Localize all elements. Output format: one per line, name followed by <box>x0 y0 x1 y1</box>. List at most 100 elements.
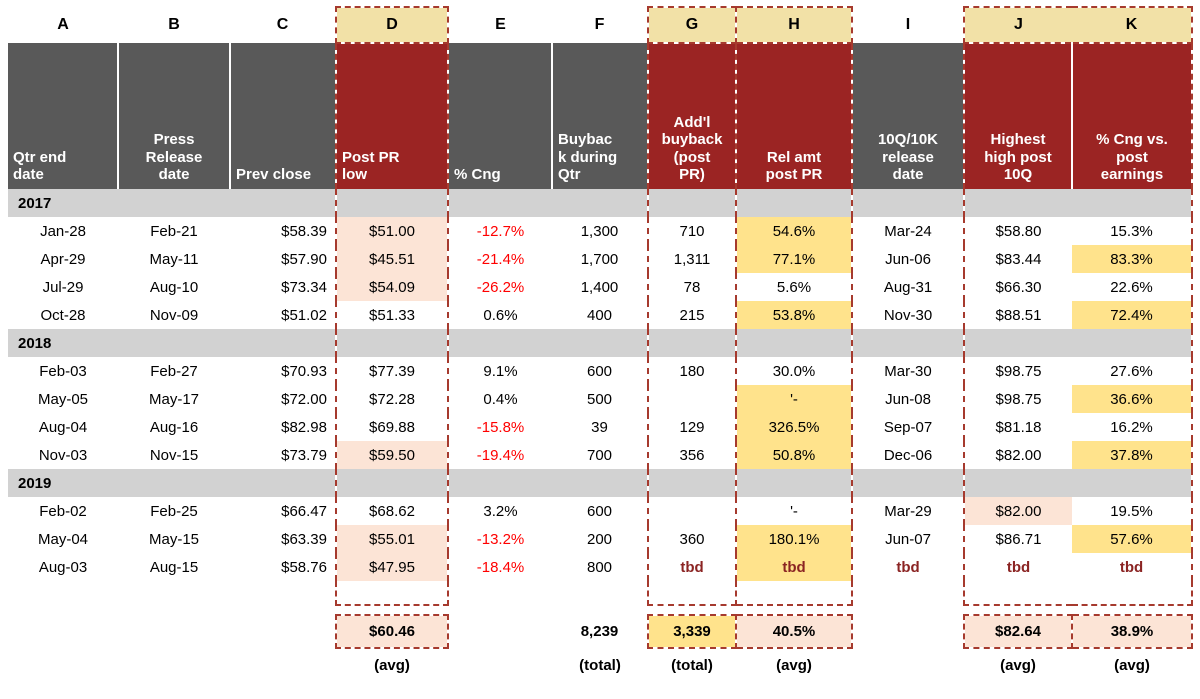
band-cell[interactable] <box>335 329 449 357</box>
table-cell[interactable]: $57.90 <box>281 250 327 268</box>
band-cell[interactable] <box>230 329 336 357</box>
table-cell[interactable] <box>647 497 737 525</box>
table-cell[interactable]: $81.18 <box>963 413 1072 441</box>
summary-cell[interactable] <box>118 615 230 648</box>
table-cell[interactable]: -18.4% <box>476 558 525 576</box>
table-cell[interactable]: Dec-06 <box>883 446 933 464</box>
column-header-f[interactable]: Buybac k during Qtr <box>552 43 648 189</box>
summary-label[interactable]: (avg) <box>776 657 812 674</box>
table-cell[interactable]: 83.3% <box>1072 245 1193 273</box>
table-cell[interactable]: 215 <box>647 301 737 329</box>
column-letter-j[interactable]: J <box>963 6 1072 44</box>
table-cell[interactable]: Feb-25 <box>150 502 198 520</box>
table-cell[interactable]: $72.00 <box>281 390 327 408</box>
band-cell[interactable] <box>552 329 648 357</box>
summary-cell[interactable]: 8,239 <box>580 623 619 640</box>
table-cell[interactable]: $51.33 <box>335 301 449 329</box>
table-cell[interactable]: $66.30 <box>963 273 1072 301</box>
table-cell[interactable] <box>647 385 737 413</box>
table-cell[interactable]: Aug-31 <box>883 278 933 296</box>
column-header-k[interactable]: % Cng vs. post earnings <box>1072 43 1193 189</box>
table-cell[interactable]: $88.51 <box>963 301 1072 329</box>
column-letter-g[interactable]: G <box>647 6 737 44</box>
table-cell[interactable]: -13.2% <box>476 530 525 548</box>
table-cell[interactable]: tbd <box>735 553 853 581</box>
table-cell[interactable]: $51.00 <box>335 217 449 245</box>
table-cell[interactable]: 1,311 <box>647 245 737 273</box>
table-cell[interactable]: 37.8% <box>1072 441 1193 469</box>
summary-label[interactable] <box>230 648 336 682</box>
table-cell[interactable]: 0.4% <box>483 390 518 408</box>
table-cell[interactable]: 57.6% <box>1072 525 1193 553</box>
table-cell[interactable]: Nov-30 <box>883 306 933 324</box>
table-cell[interactable]: 129 <box>647 413 737 441</box>
table-cell[interactable]: tbd <box>896 558 920 576</box>
table-cell[interactable]: $70.93 <box>281 362 327 380</box>
band-cell[interactable] <box>335 469 449 497</box>
band-cell[interactable] <box>448 329 552 357</box>
band-cell[interactable] <box>852 189 964 217</box>
table-cell[interactable]: 54.6% <box>735 217 853 245</box>
table-cell[interactable]: $51.02 <box>281 306 327 324</box>
table-cell[interactable]: $68.62 <box>335 497 449 525</box>
summary-cell[interactable] <box>8 615 118 648</box>
table-cell[interactable]: tbd <box>963 553 1072 581</box>
year-label[interactable]: 2018 <box>8 329 118 357</box>
table-cell[interactable]: $47.95 <box>335 553 449 581</box>
column-letter-h[interactable]: H <box>735 6 853 44</box>
band-cell[interactable] <box>230 189 336 217</box>
table-cell[interactable]: Mar-29 <box>884 502 932 520</box>
table-cell[interactable]: May-04 <box>37 530 89 548</box>
table-cell[interactable]: $72.28 <box>335 385 449 413</box>
table-cell[interactable]: Mar-24 <box>884 222 932 240</box>
table-cell[interactable]: $82.00 <box>963 441 1072 469</box>
band-cell[interactable] <box>735 189 853 217</box>
table-cell[interactable]: -26.2% <box>476 278 525 296</box>
table-cell[interactable]: $54.09 <box>335 273 449 301</box>
table-cell[interactable]: 356 <box>647 441 737 469</box>
summary-cell[interactable]: $82.64 <box>963 614 1073 649</box>
table-cell[interactable]: 600 <box>586 502 613 520</box>
band-cell[interactable] <box>448 189 552 217</box>
table-cell[interactable]: 30.0% <box>735 357 853 385</box>
column-header-b[interactable]: Press Release date <box>118 43 231 189</box>
column-letter-a[interactable]: A <box>8 7 118 43</box>
table-cell[interactable]: $82.98 <box>281 418 327 436</box>
table-cell[interactable]: Feb-03 <box>39 362 87 380</box>
table-cell[interactable]: 77.1% <box>735 245 853 273</box>
table-cell[interactable]: Nov-09 <box>149 306 199 324</box>
band-cell[interactable] <box>230 469 336 497</box>
table-cell[interactable]: Feb-27 <box>150 362 198 380</box>
table-cell[interactable]: 1,400 <box>580 278 619 296</box>
summary-cell[interactable] <box>230 615 336 648</box>
column-header-i[interactable]: 10Q/10K release date <box>852 43 964 189</box>
table-cell[interactable]: Mar-30 <box>884 362 932 380</box>
summary-cell[interactable] <box>448 615 552 648</box>
band-cell[interactable] <box>647 329 737 357</box>
band-cell[interactable] <box>552 469 648 497</box>
table-cell[interactable]: Sep-07 <box>883 418 933 436</box>
column-header-a[interactable]: Qtr end date <box>8 43 119 189</box>
column-letter-k[interactable]: K <box>1072 6 1193 44</box>
table-cell[interactable]: -19.4% <box>476 446 525 464</box>
table-cell[interactable]: $58.76 <box>281 558 327 576</box>
table-cell[interactable]: Nov-15 <box>149 446 199 464</box>
year-label[interactable]: 2017 <box>8 189 118 217</box>
summary-label[interactable]: (avg) <box>1000 657 1036 674</box>
column-letter-d[interactable]: D <box>335 6 449 44</box>
table-cell[interactable]: tbd <box>1072 553 1193 581</box>
band-cell[interactable] <box>1072 329 1193 357</box>
table-cell[interactable]: Jun-07 <box>885 530 931 548</box>
table-cell[interactable]: 180.1% <box>735 525 853 553</box>
table-cell[interactable]: tbd <box>647 553 737 581</box>
table-cell[interactable]: 53.8% <box>735 301 853 329</box>
table-cell[interactable]: 700 <box>586 446 613 464</box>
summary-cell[interactable]: $60.46 <box>335 614 449 649</box>
summary-label[interactable]: (avg) <box>1114 657 1150 674</box>
table-cell[interactable]: -21.4% <box>476 250 525 268</box>
table-cell[interactable]: Aug-04 <box>38 418 88 436</box>
band-cell[interactable] <box>448 469 552 497</box>
column-letter-i[interactable]: I <box>852 7 964 43</box>
table-cell[interactable]: 1,300 <box>580 222 619 240</box>
table-cell[interactable]: '- <box>735 497 853 525</box>
